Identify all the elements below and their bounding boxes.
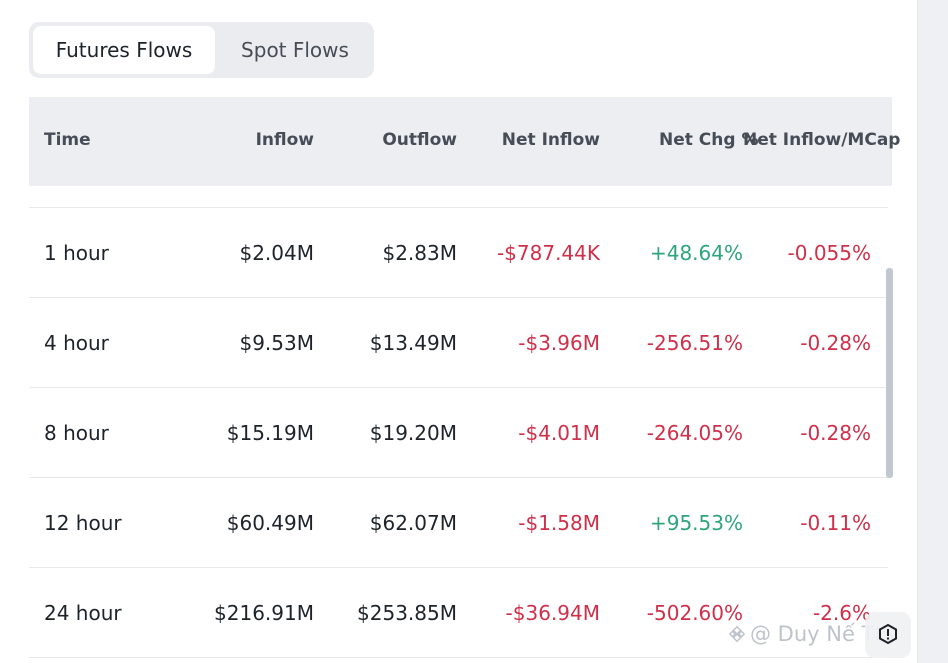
table-row[interactable]: 12 hour $60.49M $62.07M -$1.58M +95.53% … [29,478,888,568]
cell-net-inflow-mcap: -0.28% [800,421,871,445]
cell-net-chg: +95.53% [649,511,743,535]
cell-time: 1 hour [44,241,109,265]
cell-outflow: $62.07M [369,511,457,535]
row-divider [29,657,888,658]
cell-net-inflow-mcap: -0.28% [800,331,871,355]
cell-time: 12 hour [44,511,122,535]
table-row[interactable]: 24 hour $216.91M $253.85M -$36.94M -502.… [29,568,888,658]
table-row[interactable]: 4 hour $9.53M $13.49M -$3.96M -256.51% -… [29,298,888,388]
row-divider [29,477,888,478]
cell-inflow: $2.04M [239,241,314,265]
tab-futures-flows[interactable]: Futures Flows [33,26,215,74]
tab-spot-flows[interactable]: Spot Flows [241,38,349,62]
cell-net-inflow: -$36.94M [505,601,600,625]
cell-net-inflow: -$787.44K [496,241,600,265]
feedback-icon [879,624,897,645]
column-header-net-inflow-mcap: Net Inflow/MCap [743,130,901,150]
cell-inflow: $9.53M [239,331,314,355]
row-divider [29,567,888,568]
cell-net-chg: -256.51% [646,331,743,355]
column-header-net-chg: Net Chg % [659,130,759,150]
row-divider [29,387,888,388]
cell-net-inflow-mcap: -0.11% [800,511,871,535]
binance-logo-icon [728,625,746,643]
row-divider [29,297,888,298]
feedback-button[interactable] [865,612,911,658]
row-divider [29,207,888,208]
cell-time: 8 hour [44,421,109,445]
cell-net-chg: +48.64% [649,241,743,265]
cell-outflow: $253.85M [357,601,457,625]
cell-net-chg: -264.05% [646,421,743,445]
cell-net-inflow: -$1.58M [518,511,600,535]
cell-time: 4 hour [44,331,109,355]
cell-inflow: $60.49M [226,511,314,535]
cell-net-inflow: -$4.01M [518,421,600,445]
cell-net-inflow-mcap: -2.6% [812,601,871,625]
column-header-outflow: Outflow [382,130,457,150]
column-header-net-inflow: Net Inflow [501,130,600,150]
cell-outflow: $2.83M [382,241,457,265]
table-header: Time Inflow Outflow Net Inflow Net Chg %… [29,97,900,186]
cell-inflow: $216.91M [214,601,314,625]
cell-time: 24 hour [44,601,122,625]
column-header-inflow: Inflow [255,130,314,150]
cell-net-inflow: -$3.96M [518,331,600,355]
cell-inflow: $15.19M [226,421,314,445]
cell-net-inflow-mcap: -0.055% [787,241,871,265]
column-header-time: Time [44,130,91,150]
table-row[interactable]: 8 hour $15.19M $19.20M -$4.01M -264.05% … [29,388,888,478]
flows-card: Futures Flows Spot Flows Time Inflow Out… [0,0,918,663]
cell-outflow: $13.49M [369,331,457,355]
cell-net-chg: -502.60% [646,601,743,625]
table-scrollbar[interactable] [886,268,893,478]
cell-outflow: $19.20M [369,421,457,445]
flows-tab-switch: Futures Flows Spot Flows [29,22,374,78]
table-row[interactable]: 1 hour $2.04M $2.83M -$787.44K +48.64% -… [29,208,888,298]
